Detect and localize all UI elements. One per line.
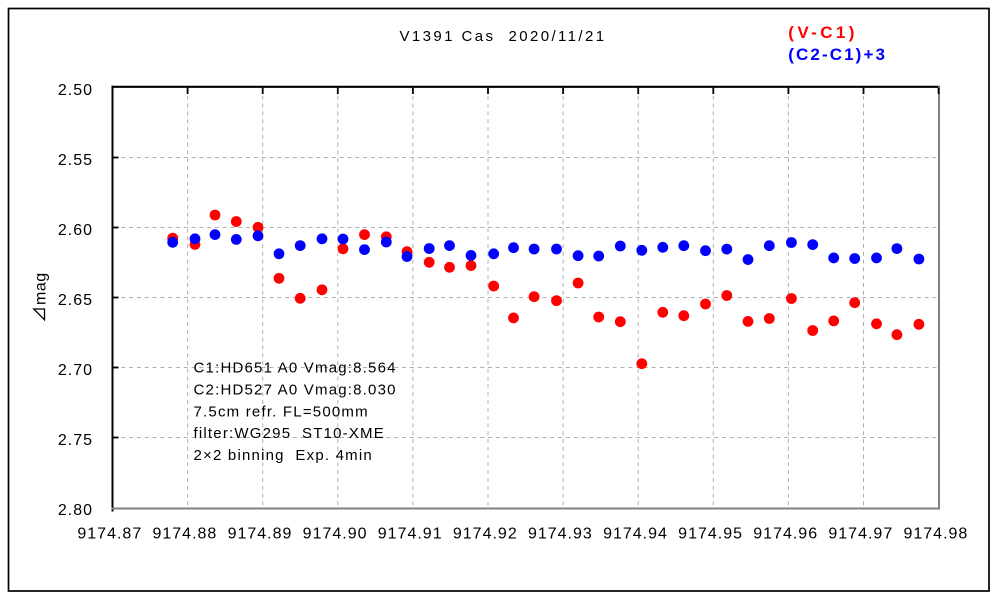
svg-text:mag: mag bbox=[33, 272, 50, 305]
svg-text:9174.98: 9174.98 bbox=[903, 526, 968, 543]
svg-text:2.50: 2.50 bbox=[58, 82, 93, 99]
svg-text:9174.89: 9174.89 bbox=[228, 526, 293, 543]
svg-text:V1391 Cas 2020/11/21: V1391 Cas 2020/11/21 bbox=[400, 28, 607, 45]
svg-text:9174.95: 9174.95 bbox=[678, 526, 743, 543]
svg-text:(V-C1): (V-C1) bbox=[788, 23, 858, 42]
svg-text:9174.87: 9174.87 bbox=[77, 526, 142, 543]
svg-text:9174.96: 9174.96 bbox=[753, 526, 818, 543]
svg-text:(C2-C1)+3: (C2-C1)+3 bbox=[788, 45, 887, 64]
svg-text:2.65: 2.65 bbox=[58, 292, 93, 309]
svg-text:2.55: 2.55 bbox=[58, 152, 93, 169]
svg-text:2.75: 2.75 bbox=[58, 432, 93, 449]
svg-text:C2:HD527 A0 Vmag:8.030: C2:HD527 A0 Vmag:8.030 bbox=[194, 381, 397, 398]
svg-text:9174.93: 9174.93 bbox=[528, 526, 593, 543]
svg-text:9174.90: 9174.90 bbox=[303, 526, 368, 543]
svg-text:9174.97: 9174.97 bbox=[828, 526, 893, 543]
svg-text:9174.88: 9174.88 bbox=[152, 526, 217, 543]
svg-text:9174.91: 9174.91 bbox=[378, 526, 443, 543]
svg-text:7.5cm refr. FL=500mm: 7.5cm refr. FL=500mm bbox=[194, 403, 369, 420]
svg-text:2.80: 2.80 bbox=[58, 502, 93, 519]
svg-text:2.70: 2.70 bbox=[58, 362, 93, 379]
svg-text:9174.92: 9174.92 bbox=[453, 526, 518, 543]
svg-text:2.60: 2.60 bbox=[58, 222, 93, 239]
svg-text:9174.94: 9174.94 bbox=[603, 526, 668, 543]
svg-text:C1:HD651 A0 Vmag:8.564: C1:HD651 A0 Vmag:8.564 bbox=[194, 360, 397, 377]
svg-text:2×2 binning Exp. 4min: 2×2 binning Exp. 4min bbox=[194, 447, 373, 464]
svg-text:filter:WG295 ST10-XME: filter:WG295 ST10-XME bbox=[194, 425, 385, 442]
